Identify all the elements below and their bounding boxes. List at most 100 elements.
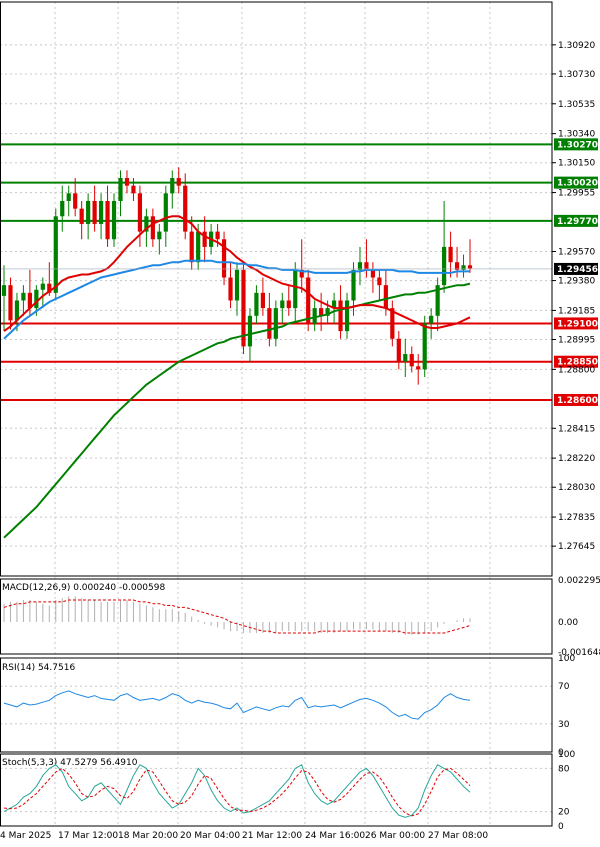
candle xyxy=(280,292,285,324)
price-tick-label: 1.30150 xyxy=(558,159,595,169)
level-tag-label-3: 1.29100 xyxy=(557,319,598,329)
time-tick-label: 21 Mar 12:00 xyxy=(242,831,302,841)
candle-body xyxy=(14,300,20,321)
candle xyxy=(435,277,440,332)
candlesticks xyxy=(1,167,473,385)
candle-body xyxy=(8,285,13,321)
rsi-label: RSI(14) 54.7516 xyxy=(2,663,75,673)
candle-body xyxy=(254,292,259,316)
candle-body xyxy=(221,239,227,278)
level-tag-5 xyxy=(554,393,598,406)
price-tick-label: 1.28995 xyxy=(558,336,595,346)
candle-body xyxy=(247,315,253,347)
candle-body xyxy=(118,178,123,201)
price-panel: 1.30270 1.30020 1.29770 1.29100 1.28850 1.286… xyxy=(0,41,598,552)
candle xyxy=(319,292,324,332)
candle xyxy=(273,300,278,347)
frame-macd xyxy=(0,578,553,655)
candle-body xyxy=(215,231,220,240)
candle xyxy=(66,185,71,217)
candle-body xyxy=(150,216,155,240)
candle xyxy=(338,285,343,339)
panel-frames xyxy=(0,1,553,827)
candle xyxy=(416,354,421,385)
candle xyxy=(124,170,130,194)
time-tick-label: 18 Mar 20:00 xyxy=(118,831,178,841)
candle xyxy=(429,308,434,339)
candle-body xyxy=(331,300,337,309)
candle xyxy=(377,269,382,301)
candle xyxy=(183,173,188,240)
stoch-tick-label: 100 xyxy=(558,750,575,760)
candle-body xyxy=(351,269,356,301)
price-tick-label: 1.29955 xyxy=(558,189,595,199)
candle xyxy=(228,262,233,309)
grid-lines xyxy=(0,2,552,826)
stoch-d-line xyxy=(3,767,471,817)
candle-body xyxy=(390,308,395,339)
price-tick-label: 1.29570 xyxy=(558,247,595,257)
candle-body xyxy=(448,246,453,263)
candle xyxy=(118,170,123,217)
candle xyxy=(111,193,117,247)
macd-signal-line xyxy=(3,599,471,634)
candle xyxy=(170,170,175,209)
ma-blue-line xyxy=(3,259,470,340)
candle-body xyxy=(377,277,382,286)
candle xyxy=(364,239,369,278)
candle xyxy=(86,193,91,240)
candle-body xyxy=(286,300,291,309)
price-tick-label: 1.28220 xyxy=(558,454,595,464)
candle-body xyxy=(416,366,421,370)
candle-body xyxy=(267,308,272,339)
candle-body xyxy=(228,277,233,301)
stoch-k-line xyxy=(3,764,471,818)
candle-body xyxy=(170,178,175,194)
frame-main xyxy=(0,1,553,577)
price-tick-label: 1.27835 xyxy=(558,513,595,523)
level-tag-label-4: 1.28850 xyxy=(557,358,598,368)
candle-body xyxy=(409,354,414,367)
candle xyxy=(21,285,26,316)
candle-body xyxy=(338,300,343,332)
level-tag-label-1: 1.30020 xyxy=(557,179,598,189)
candle xyxy=(390,300,395,347)
candle-body xyxy=(260,292,265,309)
stoch-label: Stoch(5,3,3) 47.5279 56.4910 xyxy=(2,758,138,768)
candle xyxy=(370,262,376,293)
candle-body xyxy=(429,315,434,324)
candle xyxy=(53,208,58,301)
candle-body xyxy=(403,354,408,362)
stoch-tick-label: 80 xyxy=(558,764,570,774)
candle-body xyxy=(319,308,324,316)
candle-body xyxy=(202,231,207,247)
candle xyxy=(442,200,447,293)
candle-body xyxy=(293,269,298,309)
candle xyxy=(92,185,97,232)
candle-body xyxy=(396,338,401,362)
price-tick-label: 1.30340 xyxy=(558,130,595,140)
candle xyxy=(448,231,453,278)
candle-body xyxy=(111,200,117,240)
level-tag-label-0: 1.30270 xyxy=(557,140,598,150)
ma-red-line xyxy=(3,215,471,332)
candle-body xyxy=(273,308,278,339)
stochastic-panel: Stoch(5,3,3) 47.5279 56.4910 100 80 20 0 xyxy=(0,750,575,832)
candle-body xyxy=(183,185,188,232)
candle-body xyxy=(234,269,240,301)
candle-body xyxy=(306,277,311,324)
candle-body xyxy=(60,200,65,217)
candle xyxy=(461,254,466,278)
candle-body xyxy=(435,285,440,316)
current-price-label: 1.29456 xyxy=(557,265,598,275)
candle-body xyxy=(467,265,473,269)
moving-averages xyxy=(3,215,471,539)
candle-body xyxy=(47,283,52,293)
candle xyxy=(306,269,311,332)
candle xyxy=(221,231,227,286)
candle-body xyxy=(370,269,376,278)
price-tick-label: 1.29380 xyxy=(558,277,595,287)
candle-body xyxy=(299,269,304,278)
candle xyxy=(299,239,304,293)
